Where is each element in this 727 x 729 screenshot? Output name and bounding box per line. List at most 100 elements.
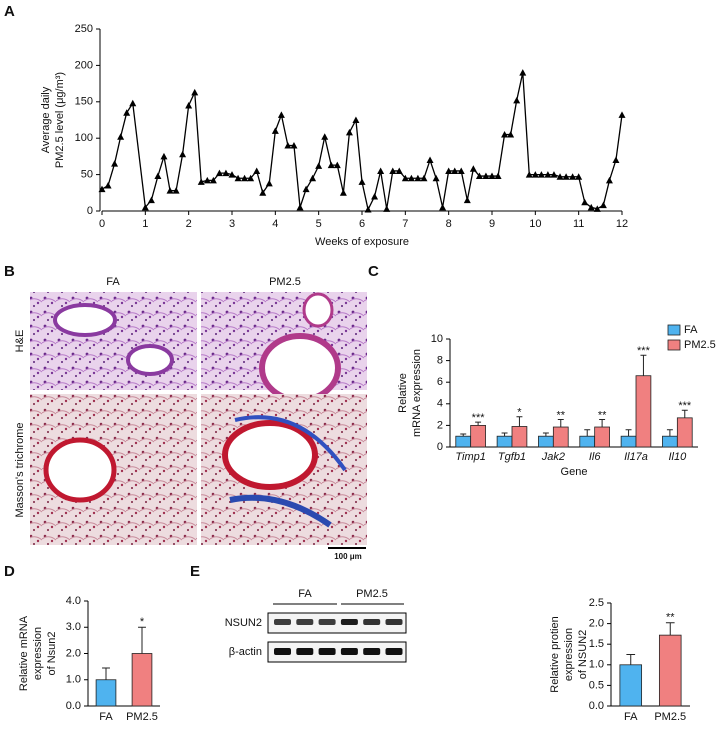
- significance: ***: [472, 412, 486, 424]
- y-tick-label: 0: [87, 205, 93, 217]
- marker: [259, 189, 267, 196]
- marker: [587, 203, 595, 211]
- error-bar: [501, 432, 508, 437]
- panel-letter: E: [190, 563, 200, 580]
- blot-row-label: β-actin: [229, 646, 262, 658]
- y-tick-label: 50: [81, 169, 93, 181]
- legend-swatch: [667, 339, 681, 351]
- band: [340, 648, 358, 655]
- marker: [618, 111, 626, 118]
- marker: [166, 187, 174, 194]
- marker: [605, 176, 613, 184]
- marker: [414, 174, 422, 182]
- marker: [475, 172, 483, 180]
- marker: [389, 167, 397, 174]
- bar: [635, 375, 652, 448]
- marker: [371, 192, 379, 200]
- airway: [259, 333, 341, 403]
- y-tick-label: 3.0: [66, 621, 81, 633]
- x-axis-label: Gene: [561, 466, 588, 478]
- y-tick-label: 0: [437, 441, 443, 453]
- marker: [271, 127, 279, 134]
- row-label: H&E: [14, 330, 26, 353]
- legend-label: FA: [684, 324, 698, 336]
- marker: [241, 174, 249, 182]
- airway: [43, 437, 117, 503]
- x-tick-label: 11: [573, 218, 584, 230]
- marker: [519, 69, 527, 76]
- error-bar: [542, 432, 549, 437]
- y-axis-label: Relative: [397, 373, 409, 413]
- marker: [321, 133, 329, 140]
- marker: [544, 171, 552, 178]
- significance: *: [517, 407, 522, 419]
- x-tick-label: Tgfb1: [498, 451, 526, 463]
- x-tick-label: 5: [316, 218, 322, 230]
- marker: [463, 196, 471, 204]
- data-line: [101, 72, 623, 212]
- y-axis-label: PM2.5 level (μg/m³): [54, 72, 66, 168]
- bar: [131, 653, 153, 707]
- marker: [420, 174, 428, 182]
- x-tick-label: 6: [359, 218, 365, 230]
- significance: **: [666, 612, 675, 624]
- marker: [377, 167, 385, 174]
- marker: [123, 109, 131, 116]
- x-tick-label: 8: [446, 218, 452, 230]
- y-axis-label: expression: [563, 628, 575, 681]
- marker: [117, 133, 125, 140]
- marker: [407, 174, 415, 182]
- marker: [581, 198, 589, 206]
- bar: [496, 435, 513, 448]
- y-axis-label: mRNA expression: [411, 349, 423, 437]
- x-tick-label: 4: [272, 218, 278, 230]
- error-bar: [665, 622, 675, 636]
- band: [340, 619, 358, 625]
- marker: [104, 182, 112, 189]
- marker: [160, 152, 168, 160]
- marker: [482, 172, 490, 180]
- marker: [494, 172, 502, 180]
- legend-swatch: [667, 324, 681, 336]
- error-bar: [584, 429, 591, 437]
- x-tick-label: Il10: [668, 451, 687, 463]
- blot-strip: [267, 641, 407, 663]
- y-tick-label: 1.0: [66, 674, 81, 686]
- y-tick-label: 2.5: [589, 597, 604, 609]
- marker: [277, 111, 285, 118]
- marker: [451, 167, 459, 174]
- marker: [395, 167, 403, 174]
- significance: ***: [678, 400, 692, 412]
- significance: **: [598, 409, 607, 421]
- marker: [222, 169, 230, 177]
- band: [296, 648, 314, 655]
- y-tick-label: 100: [75, 132, 93, 144]
- blot-group-label: PM2.5: [356, 588, 388, 600]
- error-bar: [666, 429, 673, 437]
- marker: [191, 88, 199, 96]
- marker: [562, 173, 570, 180]
- y-tick-label: 0.5: [589, 679, 604, 691]
- error-bar: [475, 421, 482, 426]
- marker: [537, 171, 545, 178]
- marker: [445, 167, 453, 174]
- x-tick-label: 10: [529, 218, 541, 230]
- bar: [579, 435, 596, 448]
- y-axis-label: Relative protien: [549, 616, 561, 692]
- collagen: [234, 415, 347, 472]
- y-tick-label: 250: [75, 23, 93, 35]
- marker: [98, 185, 106, 193]
- marker: [203, 176, 211, 184]
- y-tick-label: 0.0: [589, 700, 604, 712]
- blot-row-label: NSUN2: [225, 617, 262, 629]
- y-tick-label: 1.0: [589, 659, 604, 671]
- marker: [197, 178, 205, 185]
- y-axis-label: Relative mRNA: [18, 615, 30, 691]
- marker: [111, 160, 119, 167]
- bar: [676, 417, 693, 448]
- band: [274, 619, 291, 625]
- x-tick-label: 3: [229, 218, 235, 230]
- y-tick-label: 2.0: [66, 647, 81, 659]
- marker: [209, 176, 217, 184]
